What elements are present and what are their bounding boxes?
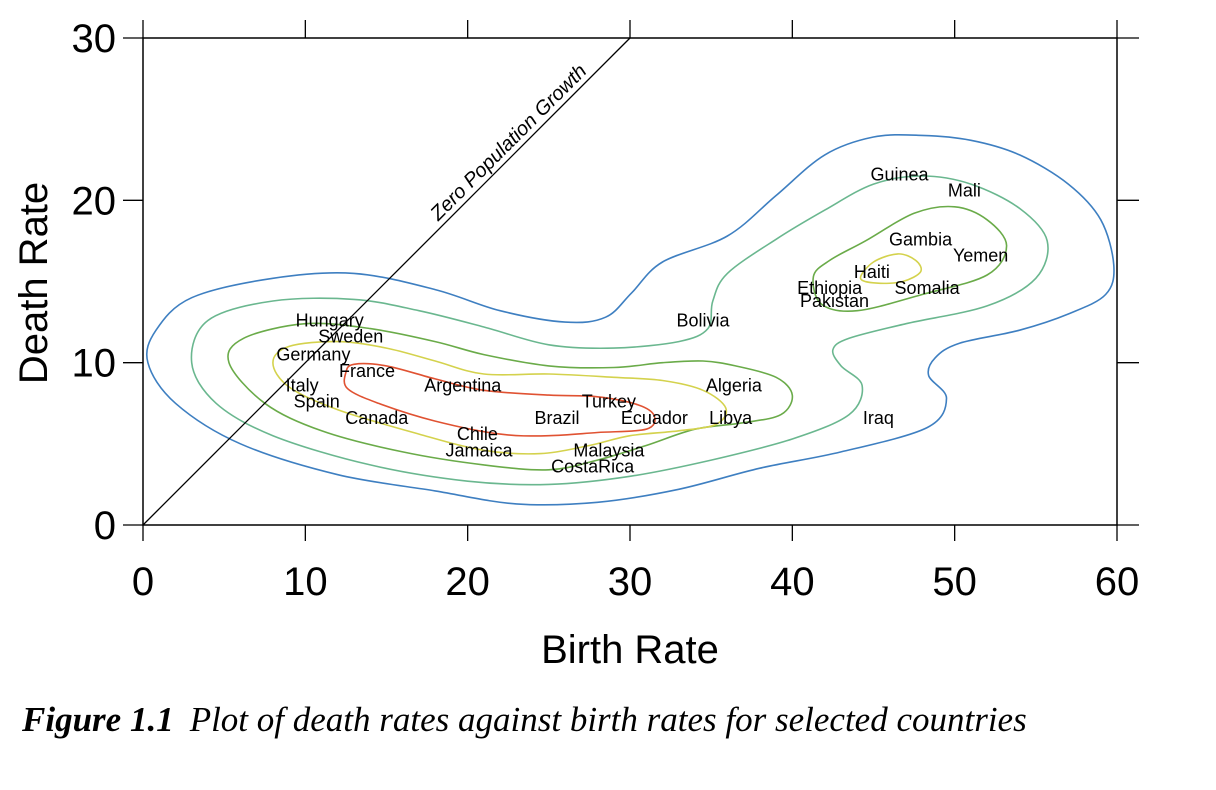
x-tick-label-50: 50 (932, 560, 977, 604)
x-tick-label-30: 30 (608, 560, 653, 604)
x-tick-label-60: 60 (1095, 560, 1140, 604)
contour-line-6 (812, 205, 1008, 312)
country-label-spain: Spain (294, 392, 340, 412)
country-label-algeria: Algeria (706, 375, 763, 395)
country-label-germany: Germany (276, 345, 350, 365)
x-axis-title: Birth Rate (541, 628, 719, 672)
contour-line-3 (227, 322, 794, 471)
contour-line-7 (859, 253, 923, 285)
country-label-pakistan: Pakistan (800, 291, 869, 311)
country-label-argentina: Argentina (424, 375, 502, 395)
country-label-guinea: Guinea (870, 164, 929, 184)
country-label-chile: Chile (457, 424, 498, 444)
country-label-france: France (339, 361, 395, 381)
zero-population-growth-label: Zero Population Growth (426, 60, 592, 226)
figure-caption-label: Figure 1.1 (22, 700, 174, 739)
country-label-hungary: Hungary (296, 310, 364, 330)
country-label-mali: Mali (948, 181, 981, 201)
country-label-haiti: Haiti (854, 262, 890, 282)
country-label-jamaica: Jamaica (446, 440, 514, 460)
country-label-somalia: Somalia (895, 278, 961, 298)
x-tick-label-0: 0 (132, 560, 154, 604)
country-label-turkey: Turkey (582, 392, 636, 412)
y-tick-label-0: 0 (94, 504, 116, 548)
country-label-brazil: Brazil (534, 408, 579, 428)
figure-caption: Figure 1.1 Plot of death rates against bi… (22, 700, 1202, 740)
contour-line-4 (272, 340, 728, 455)
y-axis-title: Death Rate (12, 182, 56, 384)
y-tick-label-30: 30 (72, 17, 117, 61)
country-label-yemen: Yemen (953, 246, 1008, 266)
contour-line-1 (145, 134, 1115, 506)
country-label-sweden: Sweden (318, 327, 383, 347)
country-label-gambia: Gambia (889, 229, 953, 249)
contour-line-2 (190, 175, 1049, 486)
x-tick-label-20: 20 (445, 560, 490, 604)
x-tick-label-10: 10 (283, 560, 328, 604)
figure-caption-text: Plot of death rates against birth rates … (189, 700, 1027, 739)
y-tick-label-20: 20 (72, 179, 117, 223)
country-label-costarica: CostaRica (551, 457, 635, 477)
country-label-iraq: Iraq (863, 408, 894, 428)
axis-ticks: 0 10 20 30 40 50 60 0 10 20 30 (72, 17, 1140, 604)
country-label-ecuador: Ecuador (621, 408, 688, 428)
country-label-italy: Italy (286, 375, 319, 395)
contour-scatter-chart: Zero Population Growth 0 10 20 30 40 50 60 0 10 2… (12, 17, 1140, 672)
country-label-ethiopia: Ethiopia (797, 278, 863, 298)
country-label-libya: Libya (709, 408, 753, 428)
density-contours (145, 134, 1115, 506)
country-label-canada: Canada (345, 408, 409, 428)
country-label-bolivia: Bolivia (677, 310, 731, 330)
x-tick-label-40: 40 (770, 560, 815, 604)
y-tick-label-10: 10 (72, 342, 117, 386)
country-label-malaysia: Malaysia (573, 440, 645, 460)
zero-population-growth-line (142, 37, 631, 526)
contour-line-5 (343, 362, 656, 437)
